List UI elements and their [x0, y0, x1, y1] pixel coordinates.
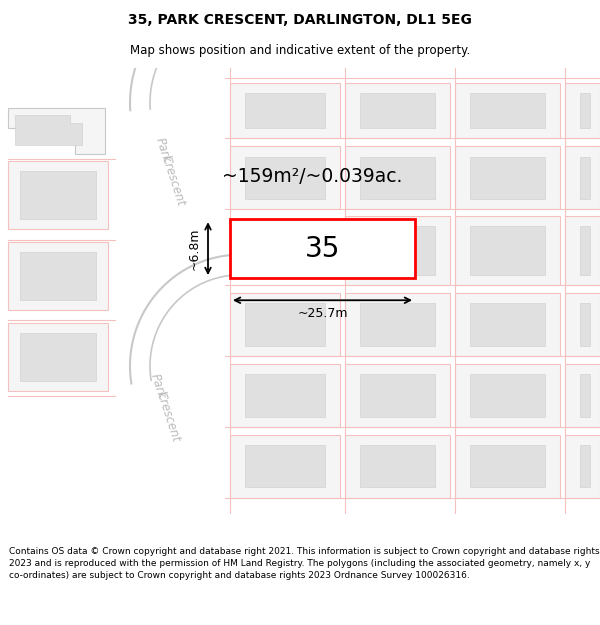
Bar [345, 435, 450, 498]
Bar [455, 435, 560, 498]
Bar [20, 252, 96, 300]
Bar [8, 322, 108, 391]
Bar [345, 216, 450, 285]
Bar [345, 146, 450, 209]
Bar [245, 156, 325, 199]
Bar [230, 82, 340, 138]
Bar [470, 226, 545, 275]
Bar [470, 374, 545, 417]
Bar [470, 92, 545, 128]
Text: Crescent: Crescent [154, 390, 182, 444]
Bar [580, 226, 590, 275]
Bar [345, 364, 450, 427]
Text: ~159m²/~0.039ac.: ~159m²/~0.039ac. [223, 168, 403, 186]
Bar [565, 216, 600, 285]
Bar [565, 82, 600, 138]
Polygon shape [15, 115, 82, 146]
Bar [245, 374, 325, 417]
Bar [455, 293, 560, 356]
Bar [455, 364, 560, 427]
Bar [455, 216, 560, 285]
Bar [580, 303, 590, 346]
Polygon shape [8, 108, 105, 154]
Bar [360, 226, 435, 275]
Bar [245, 92, 325, 128]
Bar [360, 374, 435, 417]
Text: 35: 35 [305, 234, 340, 262]
Bar [8, 161, 108, 229]
Bar [230, 435, 340, 498]
Text: Crescent: Crescent [159, 154, 187, 208]
Text: ~6.8m: ~6.8m [187, 228, 200, 270]
Bar [565, 435, 600, 498]
Bar [470, 445, 545, 488]
Bar [230, 364, 340, 427]
Bar [360, 92, 435, 128]
Bar [360, 303, 435, 346]
Bar [470, 156, 545, 199]
Bar [20, 171, 96, 219]
Text: ~25.7m: ~25.7m [297, 307, 348, 320]
Bar [245, 445, 325, 488]
Bar [360, 156, 435, 199]
Bar [580, 445, 590, 488]
Bar [230, 219, 415, 278]
Text: Map shows position and indicative extent of the property.: Map shows position and indicative extent… [130, 44, 470, 57]
Bar [230, 146, 340, 209]
Bar [360, 445, 435, 488]
Bar [455, 82, 560, 138]
Bar [580, 374, 590, 417]
Text: Park: Park [153, 136, 173, 165]
Bar [580, 156, 590, 199]
Bar [230, 293, 340, 356]
Text: Park: Park [148, 372, 168, 401]
Text: Contains OS data © Crown copyright and database right 2021. This information is : Contains OS data © Crown copyright and d… [9, 547, 599, 579]
Bar [565, 293, 600, 356]
Bar [20, 332, 96, 381]
Bar [8, 241, 108, 311]
Bar [565, 146, 600, 209]
Bar [580, 92, 590, 128]
Bar [345, 82, 450, 138]
Bar [245, 303, 325, 346]
Bar [455, 146, 560, 209]
Bar [470, 303, 545, 346]
Bar [345, 293, 450, 356]
Text: 35, PARK CRESCENT, DARLINGTON, DL1 5EG: 35, PARK CRESCENT, DARLINGTON, DL1 5EG [128, 13, 472, 28]
Bar [565, 364, 600, 427]
